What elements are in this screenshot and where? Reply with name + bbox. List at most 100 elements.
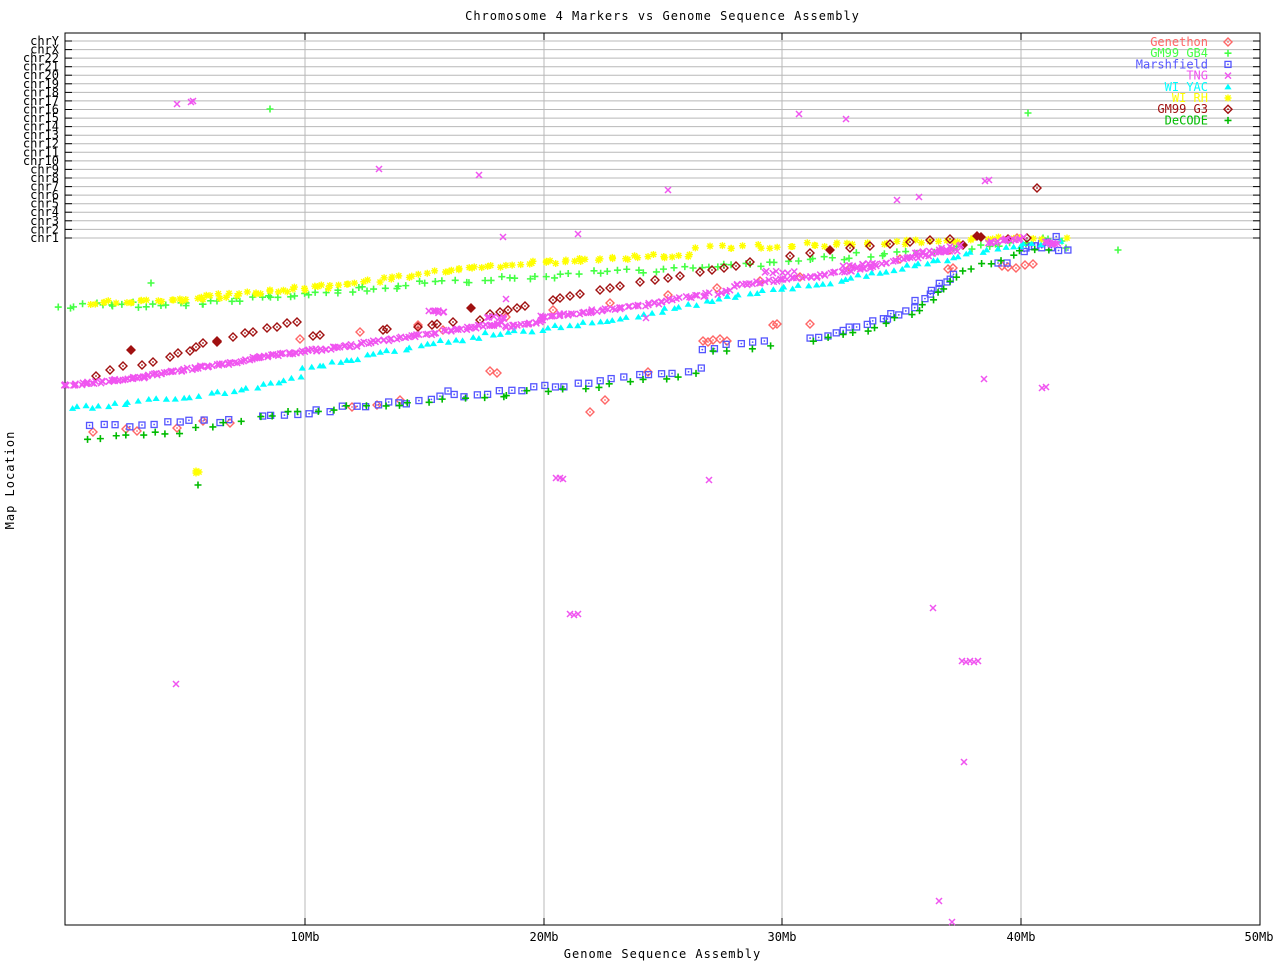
data-point [526,275,534,283]
data-point [165,352,175,362]
data-point [675,271,685,281]
data-point [707,265,717,275]
data-point [452,336,460,343]
data-point-dot [855,326,858,328]
data-point-dot [299,338,301,340]
data-point [692,302,701,308]
data-point [422,330,430,338]
data-point [575,270,583,278]
data-point [317,281,325,289]
data-point [354,356,362,363]
data-point [648,309,656,316]
data-point [337,359,345,365]
data-point [620,373,628,381]
data-point [686,251,694,259]
data-point [257,290,265,298]
data-point [173,100,181,108]
data-point [576,254,584,262]
data-point-dot [763,340,766,342]
data-point-dot [789,255,791,257]
data-point [548,295,558,305]
data-point [284,408,292,416]
data-point [931,248,939,256]
data-point-dot [554,386,557,388]
data-point [603,267,611,275]
data-point-dot [510,389,513,392]
data-point [934,288,942,296]
data-point [577,257,585,265]
data-point [541,381,549,390]
data-point [233,359,241,367]
chr-label-chr17: chr17 [23,94,59,108]
data-point [712,283,722,293]
data-point [935,237,943,245]
data-point-dot [1055,235,1058,238]
chr-label-chrX: chrX [30,43,60,57]
data-point-dot [109,369,111,371]
data-point [137,297,145,305]
data-point-dot [638,373,641,376]
data-point-dot [315,409,318,411]
data-point [1002,244,1010,250]
data-point-dot [1066,249,1069,251]
data-point [1224,83,1232,90]
data-point-dot [848,326,851,328]
data-point-dot [95,375,97,377]
data-point [605,283,615,293]
data-point-dot [453,393,456,396]
data-point-dot [559,297,561,299]
data-point [551,322,559,329]
data-point-dot [647,373,650,376]
data-point [783,275,791,283]
data-point [291,292,299,300]
data-point [847,274,855,281]
data-point-dot [604,399,606,401]
data-point [859,260,867,268]
data-point [780,283,788,290]
data-point [347,340,355,348]
data-point [162,301,170,309]
data-point [134,397,142,404]
data-point [608,253,616,261]
data-point [595,383,603,391]
data-point [883,259,891,267]
data-point [541,313,549,321]
data-point [745,257,755,267]
data-point [668,369,676,378]
data-point [871,324,879,332]
data-point [495,307,505,317]
data-point [62,381,70,389]
data-point [794,282,802,288]
data-point [746,290,754,297]
data-point [663,273,673,283]
data-point [87,300,95,308]
data-point [415,396,423,405]
data-point-dot [599,379,602,382]
chr-label-chr2: chr2 [30,222,59,236]
data-point [412,330,421,339]
data-point [915,193,923,201]
data-point [301,348,309,356]
data-point [758,287,766,293]
data-point-dot [244,332,246,334]
data-point [845,243,855,253]
data-point [1019,240,1027,247]
x-tick-label: 50Mb [1245,930,1274,944]
data-point-dot [930,289,933,292]
data-point [290,283,298,291]
data-point-dot [356,405,359,408]
data-point-dot [569,295,571,297]
data-point [100,299,108,307]
data-point [219,419,227,427]
data-point [123,399,131,405]
legend-label-gm99-gb4: GM99 GB4 [1150,46,1208,60]
data-point-dot [909,241,911,243]
data-point [353,402,361,410]
data-point [387,275,395,283]
data-point-dot [924,297,926,300]
data-point-dot [496,372,498,374]
data-point-dot [1050,246,1053,249]
data-point [275,379,283,386]
data-point [657,370,666,378]
data-point-dot [679,275,681,277]
